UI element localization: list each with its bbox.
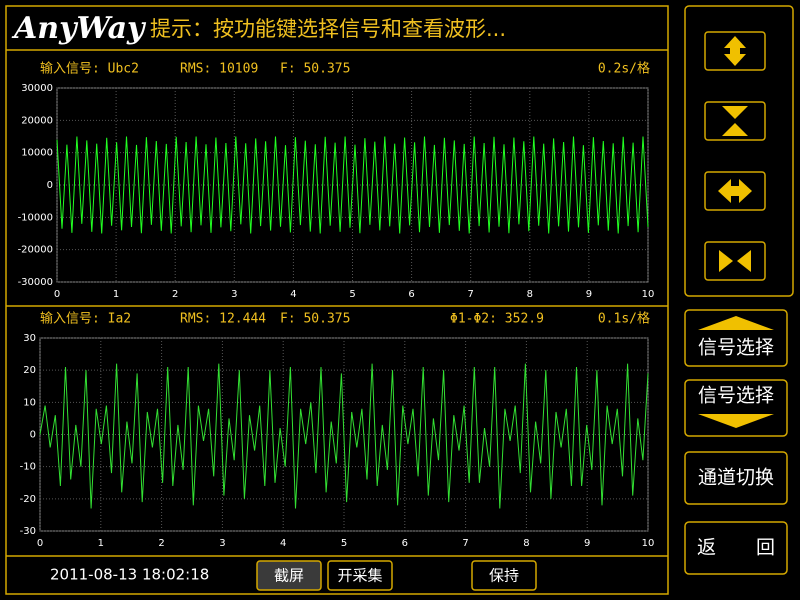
info-text: 输入信号: Ubc2: [40, 61, 139, 77]
icon: [719, 250, 733, 272]
icon: [722, 106, 748, 119]
y-tick-label: 10: [23, 397, 36, 408]
x-tick-label: 6: [402, 538, 408, 549]
zoom-panel: [684, 5, 794, 297]
channel-button[interactable]: [684, 451, 788, 505]
button-label: 信号选择: [698, 385, 774, 407]
info-text: RMS: 10109: [180, 62, 258, 77]
back-button[interactable]: [684, 521, 788, 575]
x-tick-label: 10: [642, 289, 655, 300]
x-tick-label: 2: [172, 289, 178, 300]
info-text: F: 50.375: [280, 62, 350, 77]
datetime: 2011-08-13 18:02:18: [50, 566, 209, 584]
x-tick-label: 0: [54, 289, 60, 300]
y-tick-label: 20000: [21, 115, 53, 126]
icon: [718, 179, 752, 203]
waveform: [56, 136, 649, 234]
y-tick-label: 10000: [21, 148, 53, 159]
info-text: F: 50.375: [280, 312, 350, 327]
waveform: [39, 363, 649, 509]
y-tick-label: 0: [30, 430, 36, 441]
icon: [724, 36, 746, 66]
x-tick-label: 5: [349, 289, 355, 300]
y-tick-label: 0: [47, 180, 53, 191]
x-tick-label: 4: [280, 538, 286, 549]
button-label: 通道切换: [698, 467, 774, 489]
zoom-out-h[interactable]: [704, 241, 766, 281]
y-tick-label: 30: [23, 333, 36, 344]
icon: [722, 123, 748, 136]
x-tick-label: 0: [37, 538, 43, 549]
hold-button[interactable]: [471, 560, 537, 591]
info-text: RMS: 12.444: [180, 312, 266, 327]
button-label: 开采集: [337, 567, 382, 585]
button[interactable]: [704, 241, 766, 281]
x-tick-label: 1: [113, 289, 119, 300]
x-tick-label: 1: [98, 538, 104, 549]
info-text: Φ1-Φ2: 352.9: [450, 312, 544, 327]
y-tick-label: -20: [20, 494, 36, 505]
acquire-button[interactable]: [327, 560, 393, 591]
button-label: 返 回: [697, 537, 775, 559]
y-tick-label: -10: [20, 462, 36, 473]
x-tick-label: 10: [642, 538, 655, 549]
x-tick-label: 8: [527, 289, 533, 300]
info-text: 输入信号: Ia2: [40, 311, 131, 327]
y-tick-label: -10000: [18, 212, 53, 223]
x-tick-label: 9: [586, 289, 592, 300]
x-tick-label: 6: [408, 289, 414, 300]
y-tick-label: -30000: [18, 277, 53, 288]
x-tick-label: 5: [341, 538, 347, 549]
button[interactable]: [704, 101, 766, 141]
zoom-out-v[interactable]: [704, 101, 766, 141]
x-tick-label: 7: [462, 538, 468, 549]
y-tick-label: 30000: [21, 83, 53, 94]
screenshot-button[interactable]: [256, 560, 322, 591]
y-tick-label: -20000: [18, 245, 53, 256]
prompt: 提示：按功能键选择信号和查看波形...: [150, 17, 506, 41]
button-label: 保持: [489, 567, 519, 585]
zoom-in-h[interactable]: [704, 171, 766, 211]
signal-down-button[interactable]: [684, 379, 788, 437]
button-label: 信号选择: [698, 337, 774, 359]
y-tick-label: -30: [20, 526, 36, 537]
zoom-in-v[interactable]: [704, 31, 766, 71]
x-tick-label: 8: [523, 538, 529, 549]
icon: [737, 250, 751, 272]
x-tick-label: 7: [468, 289, 474, 300]
x-tick-label: 2: [158, 538, 164, 549]
x-tick-label: 9: [584, 538, 590, 549]
y-tick-label: 20: [23, 365, 36, 376]
icon: [698, 414, 774, 428]
signal-up-button[interactable]: [684, 309, 788, 367]
x-tick-label: 3: [231, 289, 237, 300]
main-frame: [5, 5, 669, 595]
icon: [698, 316, 774, 330]
scale-label: 0.1s/格: [598, 311, 650, 327]
x-tick-label: 4: [290, 289, 296, 300]
button-label: 截屏: [274, 567, 304, 585]
x-tick-label: 3: [219, 538, 225, 549]
scale-label: 0.2s/格: [598, 61, 650, 77]
logo: AnyWay: [11, 11, 147, 46]
